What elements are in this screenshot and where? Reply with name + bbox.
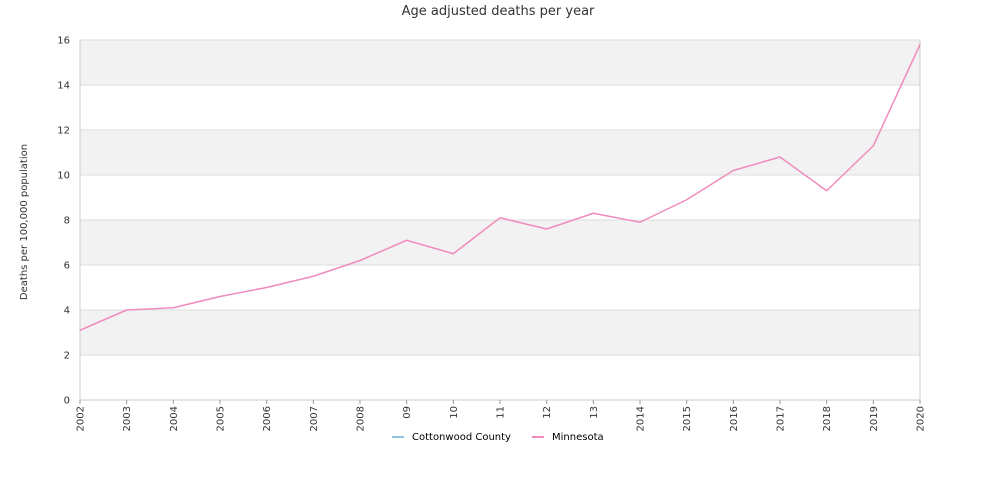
- x-tick-label: 13: [589, 406, 600, 419]
- data-point[interactable]: [824, 188, 829, 193]
- data-point[interactable]: [778, 155, 783, 160]
- x-tick-label: 2008: [356, 406, 367, 431]
- y-tick-label: 4: [64, 306, 70, 317]
- data-point[interactable]: [731, 168, 736, 173]
- x-tick-label: 2015: [682, 406, 693, 431]
- gridlines: [80, 39, 920, 401]
- x-tick-label: 2004: [169, 406, 180, 431]
- legend[interactable]: Cottonwood County Minnesota: [392, 432, 604, 443]
- legend-label: Minnesota: [552, 432, 604, 443]
- x-tick-label: 2003: [122, 406, 133, 431]
- data-point[interactable]: [498, 215, 503, 220]
- x-tick-label: 2016: [729, 406, 740, 431]
- y-axis-ticks: 0 2 4 6 8 10 12 14 16: [57, 36, 70, 407]
- grid-band: [80, 310, 920, 355]
- legend-item-cottonwood-county[interactable]: Cottonwood County: [392, 432, 511, 443]
- series-lines: [78, 42, 923, 333]
- y-tick-label: 12: [57, 126, 70, 137]
- data-point[interactable]: [311, 274, 316, 279]
- y-axis-label: Deaths per 100,000 population: [19, 144, 30, 300]
- data-point[interactable]: [358, 258, 363, 263]
- data-point[interactable]: [544, 227, 549, 232]
- y-tick-label: 0: [64, 396, 70, 407]
- x-tick-label: 2018: [822, 406, 833, 431]
- series-line-minnesota: [79, 43, 921, 331]
- x-tick-label: 2007: [309, 406, 320, 431]
- x-tick-label: 2019: [869, 406, 880, 431]
- x-tick-label: 12: [542, 406, 553, 419]
- y-tick-label: 16: [57, 36, 70, 47]
- x-tick-label: 09: [402, 406, 413, 419]
- data-point[interactable]: [264, 285, 269, 290]
- data-point[interactable]: [591, 211, 596, 216]
- data-point[interactable]: [871, 143, 876, 148]
- data-point[interactable]: [918, 42, 923, 47]
- data-point[interactable]: [638, 220, 643, 225]
- data-point[interactable]: [404, 238, 409, 243]
- legend-label: Cottonwood County: [412, 432, 511, 443]
- y-tick-label: 14: [57, 81, 70, 92]
- data-point[interactable]: [684, 197, 689, 202]
- legend-item-minnesota[interactable]: Minnesota: [532, 432, 604, 443]
- grid-band: [80, 130, 920, 175]
- y-tick-label: 2: [64, 351, 70, 362]
- data-point[interactable]: [218, 294, 223, 299]
- x-tick-label: 2005: [216, 406, 227, 431]
- data-point[interactable]: [451, 251, 456, 256]
- plot-background: [80, 40, 920, 355]
- x-tick-label: 2002: [76, 406, 87, 431]
- y-tick-label: 6: [64, 261, 70, 272]
- grid-band: [80, 40, 920, 85]
- y-tick-label: 8: [64, 216, 70, 227]
- x-tick-label: 2006: [262, 406, 273, 431]
- x-tick-label: 2017: [776, 406, 787, 431]
- y-tick-label: 10: [57, 171, 70, 182]
- x-tick-label: 2020: [916, 406, 927, 431]
- data-point[interactable]: [78, 328, 83, 333]
- x-tick-label: 10: [449, 406, 460, 419]
- x-tick-label: 2014: [636, 406, 647, 431]
- x-tick-label: 11: [496, 406, 507, 419]
- chart-title: Age adjusted deaths per year: [402, 4, 595, 19]
- data-point[interactable]: [171, 305, 176, 310]
- x-axis-ticks: 2002 2003 2004 2005 2006 2007 2008 09 10 11 12 13 20…: [76, 400, 927, 431]
- grid-band: [80, 220, 920, 265]
- data-point[interactable]: [124, 308, 129, 313]
